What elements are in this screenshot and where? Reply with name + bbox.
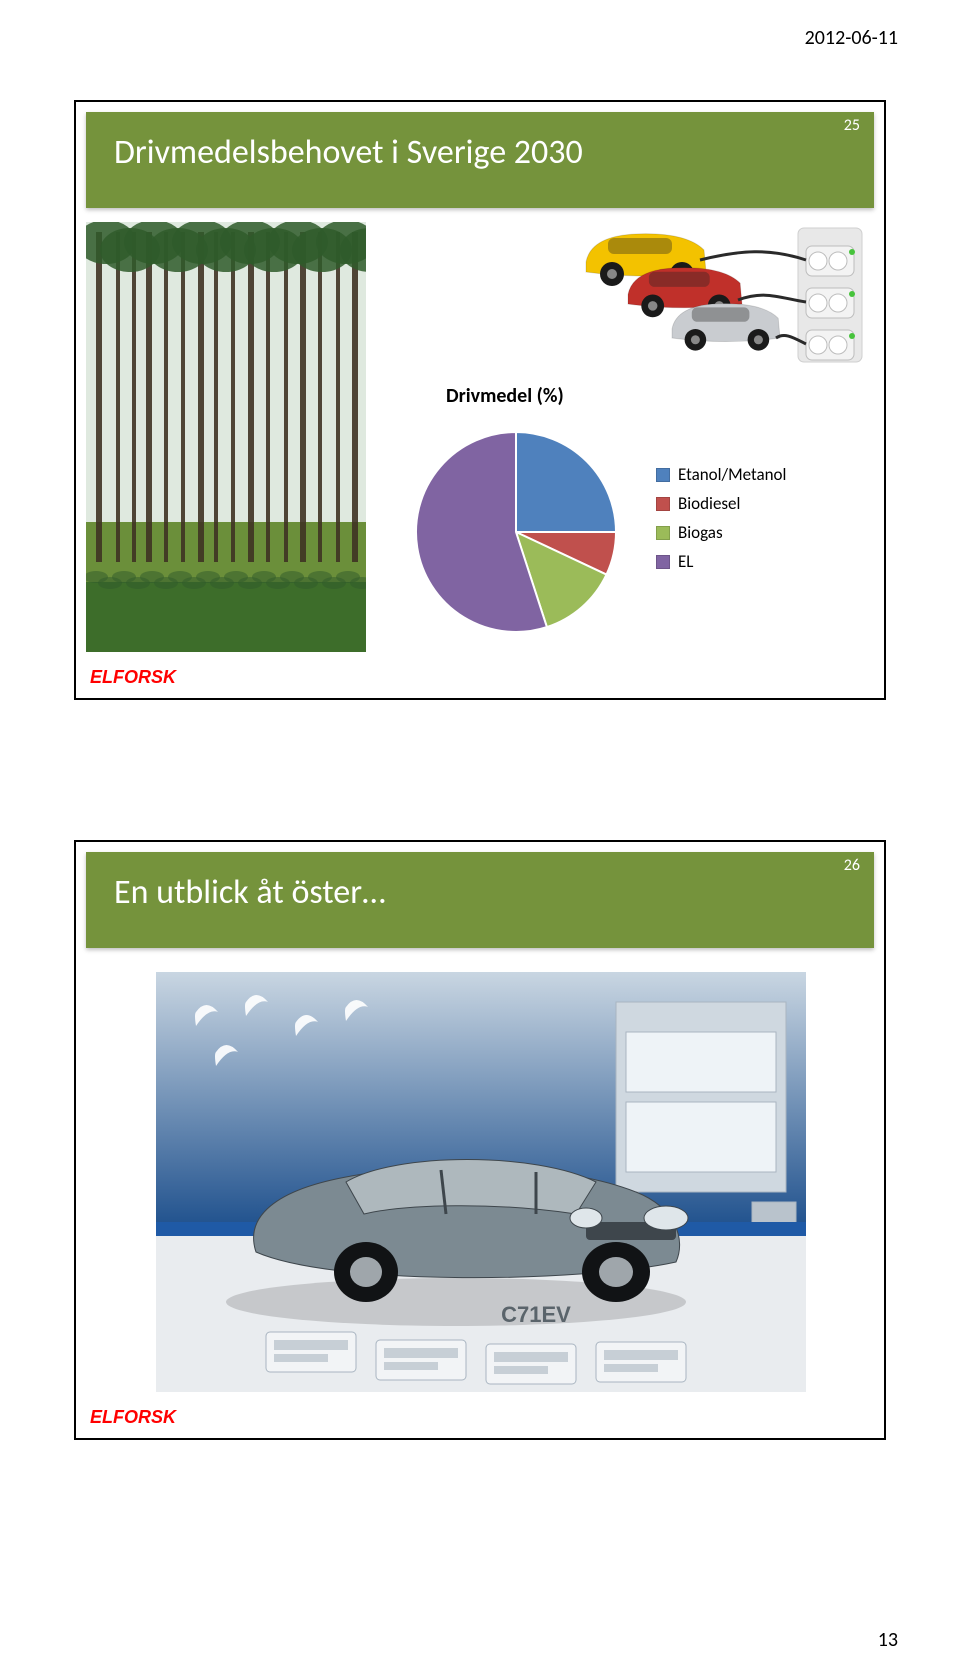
slide-1-title: Drivmedelsbehovet i Sverige 2030 [114, 132, 583, 173]
legend-item: EL [656, 551, 786, 572]
slide-2-title: En utblick åt öster… [114, 872, 386, 913]
slide-1-titlebar: Drivmedelsbehovet i Sverige 2030 25 [86, 112, 874, 208]
elforsk-logo: ELFORSK [90, 1407, 176, 1428]
showroom-photo: C71EV [156, 972, 806, 1392]
slide-2-titlebar: En utblick åt öster… 26 [86, 852, 874, 948]
legend-item: Biogas [656, 522, 786, 543]
car-charger-image [580, 220, 870, 370]
legend-label: EL [678, 551, 693, 572]
header-date: 2012-06-11 [805, 26, 898, 50]
slide-2-number: 26 [844, 856, 860, 875]
slide-1: Drivmedelsbehovet i Sverige 2030 25 Driv… [74, 100, 886, 700]
slide-1-number: 25 [844, 116, 860, 135]
svg-text:C71EV: C71EV [501, 1302, 571, 1327]
legend-swatch [656, 497, 670, 511]
legend-label: Biogas [678, 522, 723, 543]
pie-chart-title: Drivmedel (%) [446, 384, 564, 408]
forest-image [86, 222, 366, 652]
legend-swatch [656, 468, 670, 482]
elforsk-logo: ELFORSK [90, 667, 176, 688]
legend-item: Etanol/Metanol [656, 464, 786, 485]
legend-swatch [656, 526, 670, 540]
legend-label: Biodiesel [678, 493, 740, 514]
footer-page-number: 13 [878, 1628, 898, 1652]
legend-label: Etanol/Metanol [678, 464, 786, 485]
pie-legend: Etanol/Metanol Biodiesel Biogas EL [656, 464, 786, 580]
legend-swatch [656, 555, 670, 569]
pie-chart [406, 422, 626, 642]
slide-2: En utblick åt öster… 26 C71EV ELFORSK [74, 840, 886, 1440]
legend-item: Biodiesel [656, 493, 786, 514]
